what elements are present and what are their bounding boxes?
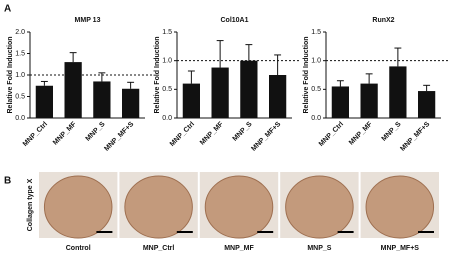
- y-tick-label: 0.5: [15, 93, 25, 100]
- bar: [182, 83, 200, 118]
- scale-bar: [96, 231, 113, 233]
- spheroid: [365, 175, 435, 239]
- x-tick-label: MNP_MF+S: [103, 121, 135, 153]
- bar: [211, 67, 229, 118]
- panel-label: A: [4, 4, 11, 15]
- y-axis-label: Relative Fold Induction: [303, 36, 310, 113]
- scale-bar: [337, 231, 354, 233]
- chart-title: MMP 13: [75, 17, 101, 24]
- chart-title: Col10A1: [220, 17, 248, 24]
- scale-bar: [257, 231, 274, 233]
- image-label: MNP_MF: [224, 245, 254, 252]
- y-tick-label: 1.0: [311, 58, 321, 65]
- bar: [389, 66, 407, 118]
- y-tick-label: 0.5: [162, 86, 172, 93]
- y-tick-label: 2.0: [15, 29, 25, 36]
- bar: [240, 60, 258, 118]
- spheroid: [285, 175, 354, 239]
- scale-bar: [418, 231, 434, 233]
- image-label: Control: [66, 245, 91, 252]
- x-tick-label: MNP_Ctrl: [318, 121, 345, 148]
- x-tick-label: MNP_MF+S: [250, 121, 282, 153]
- bar: [269, 75, 287, 118]
- y-axis-label: Relative Fold Induction: [154, 36, 161, 113]
- x-tick-label: MNP_S: [232, 121, 254, 143]
- bar: [35, 85, 53, 118]
- bar: [64, 62, 82, 118]
- y-axis-label: Relative Fold Induction: [7, 36, 14, 113]
- x-tick-label: MNP_MF: [348, 120, 374, 146]
- spheroid: [43, 175, 113, 239]
- x-tick-label: MNP_S: [381, 121, 403, 143]
- x-tick-label: MNP_Ctrl: [169, 121, 196, 148]
- y-tick-label: 1.0: [162, 58, 172, 65]
- y-tick-label: 1.5: [311, 29, 321, 36]
- x-tick-label: MNP_MF+S: [399, 121, 431, 153]
- x-tick-label: MNP_MF: [52, 120, 78, 146]
- bar: [122, 88, 140, 118]
- y-tick-label: 0.0: [15, 115, 25, 122]
- chart-title: RunX2: [372, 17, 394, 24]
- row-label: Collagen type X: [27, 178, 34, 231]
- y-tick-label: 1.5: [15, 50, 25, 57]
- y-tick-label: 1.5: [162, 29, 172, 36]
- spheroid: [204, 175, 274, 239]
- y-tick-label: 0.5: [311, 86, 321, 93]
- x-tick-label: MNP_MF: [199, 120, 225, 146]
- y-tick-label: 0.0: [311, 115, 321, 122]
- bar: [93, 81, 111, 118]
- spheroid: [124, 175, 193, 239]
- bar: [331, 86, 349, 118]
- scale-bar: [176, 231, 193, 233]
- image-label: MNP_Ctrl: [143, 245, 175, 252]
- y-tick-label: 1.0: [15, 72, 25, 79]
- image-label: MNP_S: [307, 245, 331, 252]
- bar: [360, 83, 378, 118]
- panel-label: B: [4, 176, 11, 187]
- x-tick-label: MNP_S: [85, 121, 107, 143]
- bar: [418, 91, 436, 118]
- x-tick-label: MNP_Ctrl: [22, 121, 49, 148]
- y-tick-label: 0.0: [162, 115, 172, 122]
- image-label: MNP_MF+S: [381, 245, 420, 252]
